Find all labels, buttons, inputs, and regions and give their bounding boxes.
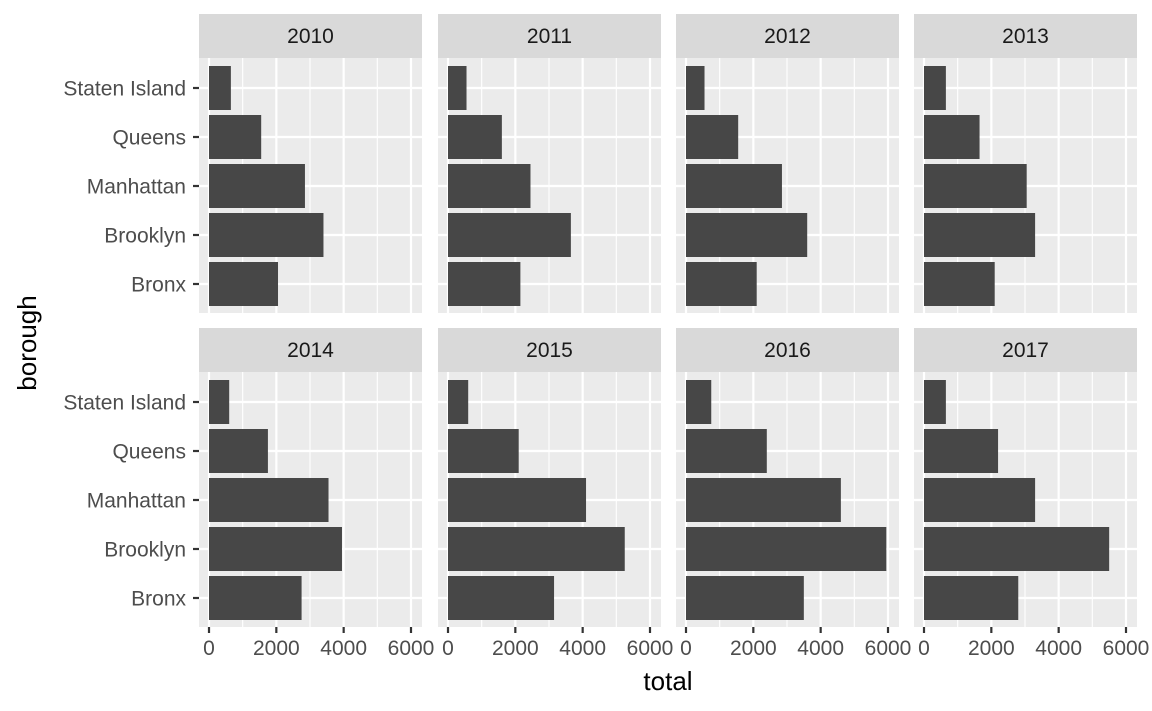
bar-manhattan xyxy=(448,164,531,208)
bar-bronx xyxy=(448,262,521,306)
bar-brooklyn xyxy=(686,213,808,257)
x-tick-label: 2000 xyxy=(968,637,1015,660)
bar-staten-island xyxy=(924,66,946,110)
bar-staten-island xyxy=(448,380,469,424)
facet-panel-2010: 2010 Staten Island Queens Manhattan Brooklyn… xyxy=(63,14,422,313)
facet-strip xyxy=(438,328,661,372)
y-axis-title: borough xyxy=(12,295,42,390)
bar-queens xyxy=(686,115,739,159)
y-tick-label: Queens xyxy=(112,127,186,150)
bar-manhattan xyxy=(924,164,1027,208)
y-tick-label: Manhattan xyxy=(87,176,186,199)
x-tick-label: 2000 xyxy=(253,637,300,660)
bar-queens xyxy=(448,429,519,473)
facet-panel-2012: 2012 xyxy=(676,14,899,313)
facet-strip xyxy=(676,14,899,58)
x-tick-label: 6000 xyxy=(865,637,912,660)
bar-queens xyxy=(209,429,268,473)
bar-bronx xyxy=(209,576,302,620)
bar-manhattan xyxy=(686,164,782,208)
y-tick-label: Brooklyn xyxy=(104,539,186,562)
bar-brooklyn xyxy=(924,213,1036,257)
y-tick-label: Manhattan xyxy=(87,490,186,513)
bar-staten-island xyxy=(924,380,946,424)
x-tick-label: 4000 xyxy=(1035,637,1082,660)
bar-bronx xyxy=(448,576,555,620)
facet-panel-2014: 2014 0 2000 4000 6000 Staten Island Queens Manh… xyxy=(63,328,434,660)
facet-strip xyxy=(676,328,899,372)
facet-strip xyxy=(199,328,422,372)
bar-queens xyxy=(209,115,262,159)
bar-brooklyn xyxy=(209,213,324,257)
facet-panel-2017: 2017 0 2000 4000 6000 xyxy=(914,328,1149,660)
bar-manhattan xyxy=(686,478,841,522)
x-axis-title: total xyxy=(643,666,692,696)
x-tick-label: 0 xyxy=(680,637,692,660)
bar-queens xyxy=(448,115,502,159)
facet-strip-label: 2012 xyxy=(764,25,811,48)
facet-strip-label: 2016 xyxy=(764,339,811,362)
facet-strip-label: 2013 xyxy=(1002,25,1049,48)
bar-bronx xyxy=(209,262,279,306)
bar-staten-island xyxy=(686,66,705,110)
bar-staten-island xyxy=(209,66,231,110)
x-tick-label: 2000 xyxy=(492,637,539,660)
facet-panel-2016: 2016 0 2000 4000 6000 xyxy=(676,328,911,660)
x-tick-label: 4000 xyxy=(797,637,844,660)
facet-strip-label: 2010 xyxy=(287,25,334,48)
y-tick-label: Brooklyn xyxy=(104,225,186,248)
y-tick-label: Bronx xyxy=(131,588,186,611)
bar-bronx xyxy=(924,262,995,306)
x-tick-label: 6000 xyxy=(627,637,674,660)
bar-queens xyxy=(924,429,999,473)
y-tick-label: Bronx xyxy=(131,274,186,297)
bar-staten-island xyxy=(686,380,712,424)
facet-strip-label: 2011 xyxy=(527,25,572,48)
facet-strip xyxy=(199,14,422,58)
bar-staten-island xyxy=(209,380,230,424)
facet-strip-label: 2017 xyxy=(1002,339,1049,362)
bar-brooklyn xyxy=(448,213,571,257)
x-tick-label: 4000 xyxy=(320,637,367,660)
facet-strip xyxy=(914,14,1137,58)
bar-brooklyn xyxy=(448,527,625,571)
facet-strip-label: 2014 xyxy=(287,339,334,362)
x-tick-label: 6000 xyxy=(1103,637,1150,660)
x-tick-label: 0 xyxy=(442,637,454,660)
bar-manhattan xyxy=(209,164,305,208)
bar-manhattan xyxy=(448,478,587,522)
bar-queens xyxy=(686,429,767,473)
bar-bronx xyxy=(686,576,804,620)
bar-manhattan xyxy=(209,478,329,522)
bar-manhattan xyxy=(924,478,1036,522)
facet-strip-label: 2015 xyxy=(526,339,573,362)
facet-strip xyxy=(914,328,1137,372)
bar-bronx xyxy=(924,576,1019,620)
x-tick-label: 2000 xyxy=(730,637,777,660)
x-tick-label: 6000 xyxy=(388,637,435,660)
facet-strip xyxy=(438,14,661,58)
bar-brooklyn xyxy=(209,527,342,571)
facet-panel-2013: 2013 xyxy=(914,14,1137,313)
bar-brooklyn xyxy=(924,527,1110,571)
facet-panel-2015: 2015 0 2000 4000 6000 xyxy=(438,328,673,660)
bar-queens xyxy=(924,115,980,159)
y-tick-label: Staten Island xyxy=(63,392,186,415)
bar-bronx xyxy=(686,262,757,306)
x-tick-label: 0 xyxy=(203,637,215,660)
x-tick-label: 4000 xyxy=(559,637,606,660)
y-tick-label: Staten Island xyxy=(63,78,186,101)
y-tick-label: Queens xyxy=(112,441,186,464)
bar-brooklyn xyxy=(686,527,887,571)
x-tick-label: 0 xyxy=(918,637,930,660)
facet-panel-2011: 2011 xyxy=(438,14,661,313)
bar-staten-island xyxy=(448,66,467,110)
